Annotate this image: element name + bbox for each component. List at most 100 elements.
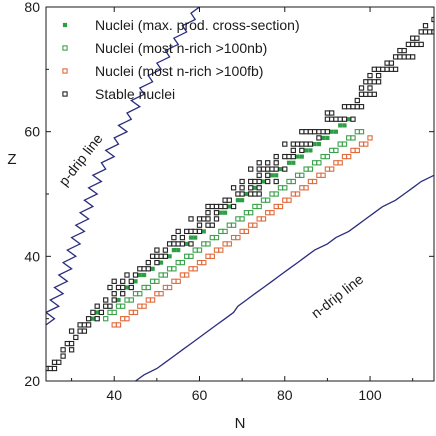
series-0-point-13 (142, 272, 147, 278)
series-0-point-45 (278, 167, 283, 172)
series-3-point-99 (269, 166, 275, 172)
series-3-point-88 (248, 178, 254, 185)
series-0-point-55 (321, 135, 326, 140)
series-1-point-8 (137, 291, 143, 297)
series-3-point-154 (384, 66, 390, 72)
series-3-point-28 (107, 284, 113, 291)
series-3-point-121 (311, 129, 318, 135)
series-0-point-54 (316, 142, 321, 147)
series-0-point-19 (167, 254, 172, 259)
series-3-point-163 (410, 54, 416, 60)
series-3-point-170 (410, 35, 416, 41)
series-3-point-156 (392, 66, 399, 72)
series-1-point-51 (320, 153, 326, 160)
series-0-point-9 (124, 285, 130, 290)
series-1-point-56 (341, 141, 348, 147)
series-3-point-71 (209, 203, 215, 210)
series-3-point-127 (333, 116, 339, 122)
series-0-point-21 (176, 248, 181, 253)
series-0-point-61 (346, 117, 351, 122)
series-3-point-91 (265, 178, 271, 185)
series-3-point-113 (294, 141, 301, 147)
series-3-point-138 (354, 97, 360, 104)
series-3-point-136 (354, 104, 360, 110)
axes: 40 60 80 100 20 40 60 80 N Z (7, 0, 435, 432)
series-3-point-15 (81, 322, 88, 328)
series-2-point-26 (222, 241, 228, 247)
series-3-point-5 (60, 353, 66, 359)
series-3-point-167 (410, 41, 416, 48)
series-2-point-52 (333, 160, 339, 166)
series-1-point-23 (201, 241, 207, 247)
series-3-point-23 (107, 303, 113, 309)
series-3-point-36 (132, 272, 139, 278)
series-2-point-58 (358, 141, 365, 147)
series-3-point-60 (196, 222, 203, 228)
legend-marker-2 (62, 68, 68, 74)
series-2-point-53 (337, 160, 343, 166)
series-3-point-117 (316, 135, 322, 141)
series-3-point-77 (226, 197, 232, 203)
series-1-point-33 (243, 210, 250, 216)
series-3-point-73 (218, 203, 224, 210)
series-1-point-37 (260, 197, 267, 203)
series-3-point-114 (299, 141, 305, 147)
series-2-point-24 (213, 247, 220, 253)
series-3-point-34 (128, 278, 134, 284)
series-2-point-59 (363, 141, 369, 147)
series-0-point-23 (184, 241, 189, 246)
series-3-point-72 (213, 203, 220, 210)
series-2-point-47 (311, 178, 318, 185)
series-3-point-126 (329, 116, 335, 122)
series-2-point-12 (162, 284, 169, 291)
series-3-point-86 (256, 185, 262, 191)
series-1-point-0 (103, 316, 109, 322)
series-3-point-111 (282, 141, 288, 147)
series-3-point-3 (51, 359, 58, 365)
series-1-point-9 (141, 284, 147, 291)
series-2-point-23 (209, 253, 215, 259)
series-3-point-107 (286, 153, 292, 160)
series-0-point-36 (240, 198, 245, 203)
series-3-point-41 (154, 259, 160, 266)
series-3-point-110 (299, 147, 305, 154)
series-0-point-47 (286, 160, 292, 165)
series-1-point-58 (350, 135, 356, 141)
series-2-point-9 (149, 297, 156, 303)
series-3-point-29 (115, 284, 122, 291)
series-1-point-10 (145, 284, 151, 291)
series-3-point-59 (196, 228, 203, 235)
series-1-point-32 (239, 216, 245, 222)
series-1-point-39 (269, 191, 275, 197)
series-3-point-104 (273, 160, 279, 166)
series-2-point-49 (320, 172, 326, 178)
series-2-point-32 (248, 222, 254, 228)
series-3-point-31 (128, 284, 134, 291)
legend-label-0: Nuclei (max. prod. cross-section) (95, 17, 300, 33)
series-3-point-69 (213, 210, 220, 216)
series-3-point-130 (350, 116, 356, 122)
series-2-point-6 (137, 303, 143, 309)
series-3-point-169 (418, 41, 424, 48)
series-1-point-18 (179, 259, 186, 266)
series-3-point-18 (94, 316, 100, 322)
series-1-point-28 (222, 228, 228, 235)
y-tick-label-0: 20 (24, 373, 40, 389)
series-3-point-16 (85, 322, 92, 328)
series-3-point-37 (137, 266, 143, 272)
series-2-point-40 (282, 197, 288, 203)
series-0-point-57 (329, 129, 334, 134)
series-2-point-29 (235, 234, 241, 241)
annotation-0: p-drip line (55, 130, 106, 188)
series-2-point-44 (299, 185, 305, 191)
series-1-point-48 (307, 166, 314, 172)
series-1-point-6 (128, 297, 134, 303)
series-3-point-139 (358, 91, 365, 97)
series-2-point-0 (111, 322, 117, 328)
series-1-point-35 (252, 203, 258, 210)
series-3-point-123 (320, 129, 326, 135)
series-3-point-124 (324, 129, 331, 135)
series-3-point-58 (192, 228, 198, 235)
series-3-point-44 (158, 253, 164, 259)
series-3-point-85 (248, 185, 254, 191)
